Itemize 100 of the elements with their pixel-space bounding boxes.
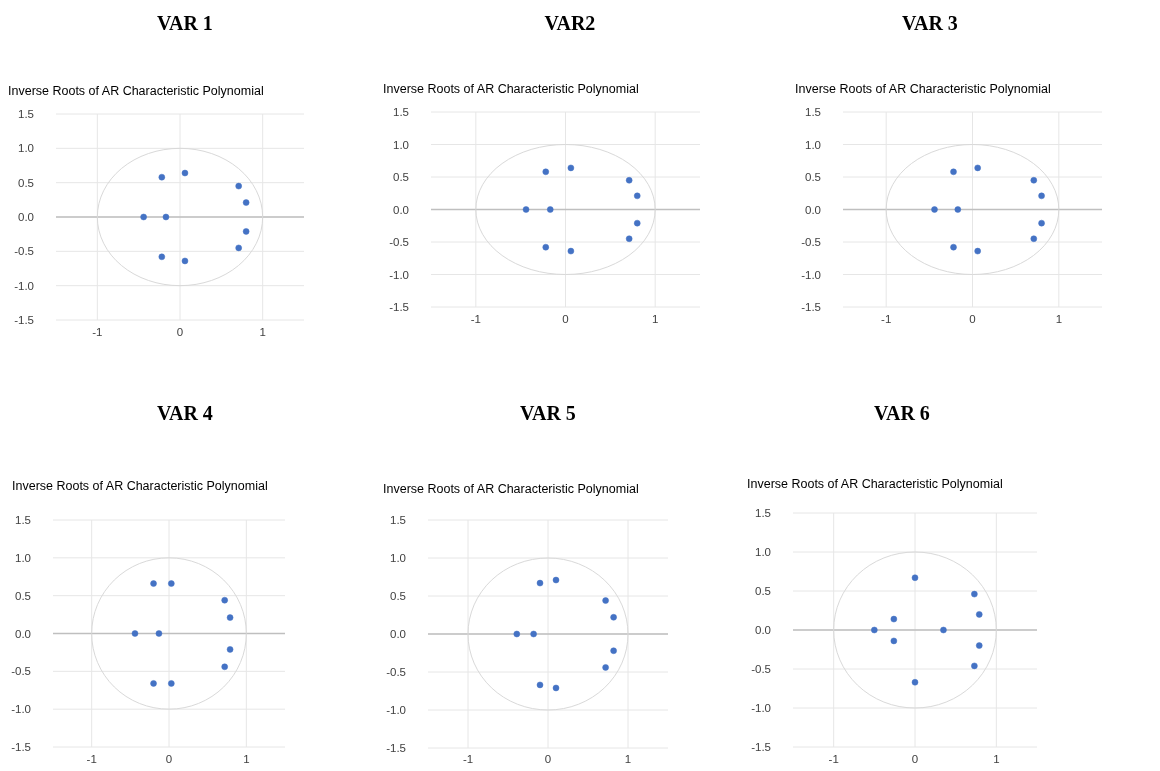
chart-title: VAR 5 [520, 402, 576, 424]
chart-title: VAR 6 [874, 402, 930, 424]
y-tick-label: -1.5 [389, 301, 409, 314]
point [140, 213, 147, 221]
point [168, 680, 175, 687]
y-tick-label: 0.5 [393, 171, 409, 184]
chart-subtitle: Inverse Roots of AR Characteristic Polynomial [383, 82, 639, 96]
point [226, 646, 234, 653]
y-tick-label: -1.0 [751, 702, 771, 715]
point [567, 164, 575, 172]
y-tick-label: 1.5 [390, 514, 406, 527]
chart-subtitle: Inverse Roots of AR Characteristic Polynomial [383, 482, 639, 496]
point [542, 243, 550, 251]
chart-title: VAR 1 [157, 12, 213, 34]
y-tick-label: -0.5 [801, 236, 821, 249]
point [158, 253, 166, 261]
point [181, 169, 189, 177]
point [890, 637, 898, 645]
chart-title: VAR2 [544, 12, 596, 34]
x-tick-label: 1 [624, 753, 632, 765]
y-tick-label: 0.5 [755, 585, 771, 598]
point [890, 615, 898, 623]
y-tick-label: 1.0 [18, 142, 34, 155]
x-tick-label: -1 [881, 313, 892, 325]
point [610, 614, 617, 621]
chart-title: VAR 3 [902, 12, 958, 34]
point [536, 579, 544, 587]
point [602, 597, 609, 604]
point [162, 213, 170, 221]
y-tick-label: 1.0 [393, 138, 409, 151]
y-tick-label: 1.0 [755, 546, 771, 559]
point [221, 596, 228, 604]
point [552, 684, 560, 692]
point [633, 219, 641, 227]
y-tick-label: -1.5 [801, 301, 821, 314]
x-tick-label: 1 [651, 313, 659, 325]
point [542, 168, 550, 176]
chart-subtitle: Inverse Roots of AR Characteristic Polynomial [12, 479, 268, 493]
point [221, 663, 228, 671]
y-tick-label: -0.5 [751, 663, 771, 676]
point [911, 574, 919, 581]
y-tick-label: -1.0 [14, 279, 34, 292]
x-tick-label: 0 [544, 753, 552, 765]
point [976, 611, 983, 618]
x-tick-label: 1 [259, 326, 266, 338]
x-tick-label: 0 [176, 326, 184, 338]
x-tick-label: 1 [243, 753, 250, 765]
point [158, 173, 166, 181]
y-tick-label: 0.0 [805, 203, 821, 216]
y-tick-label: -1.0 [11, 703, 31, 716]
y-tick-label: 0.5 [390, 590, 406, 603]
point [155, 630, 163, 637]
point [931, 206, 938, 213]
point [242, 199, 250, 206]
point [971, 662, 978, 670]
y-tick-label: -1.5 [11, 741, 31, 754]
point [610, 647, 617, 654]
chart-subtitle: Inverse Roots of AR Characteristic Polynomial [8, 84, 264, 98]
point [131, 630, 139, 637]
point [950, 243, 957, 251]
point [181, 257, 189, 265]
y-tick-label: 1.0 [390, 552, 406, 565]
y-tick-label: -1.0 [389, 268, 409, 281]
chart-subtitle: Inverse Roots of AR Characteristic Polynomial [747, 477, 1003, 491]
x-tick-label: -1 [462, 753, 474, 765]
y-tick-label: -1.0 [801, 268, 821, 281]
point [235, 244, 242, 252]
x-tick-label: 0 [911, 753, 919, 765]
point [1038, 219, 1045, 227]
point [602, 664, 609, 671]
y-tick-label: -1.5 [386, 742, 406, 755]
point [150, 580, 157, 587]
y-tick-label: 0.5 [15, 589, 31, 602]
point [971, 590, 978, 598]
point [625, 235, 633, 242]
y-tick-label: 1.0 [805, 138, 821, 151]
y-tick-label: -1.5 [751, 741, 771, 754]
point [547, 206, 554, 213]
y-tick-label: 1.5 [755, 507, 771, 520]
point [226, 614, 234, 621]
y-tick-label: 0.0 [15, 627, 31, 640]
x-tick-label: -1 [828, 753, 839, 765]
point [633, 192, 641, 200]
point [940, 626, 947, 634]
x-tick-label: 0 [562, 313, 569, 325]
x-tick-label: 0 [969, 313, 976, 325]
x-tick-label: -1 [86, 753, 97, 765]
point [1030, 235, 1038, 242]
point [536, 681, 544, 689]
chart-subtitle: Inverse Roots of AR Characteristic Polynomial [795, 82, 1051, 96]
point [976, 642, 983, 649]
y-tick-label: 1.5 [18, 108, 34, 121]
y-tick-label: 1.5 [393, 106, 409, 119]
point [552, 576, 560, 584]
y-tick-label: -0.5 [386, 666, 406, 679]
point [1030, 177, 1038, 184]
y-tick-label: 0.5 [805, 171, 821, 184]
y-tick-label: -0.5 [11, 665, 31, 678]
point [625, 177, 633, 184]
y-tick-label: 0.5 [18, 176, 34, 189]
